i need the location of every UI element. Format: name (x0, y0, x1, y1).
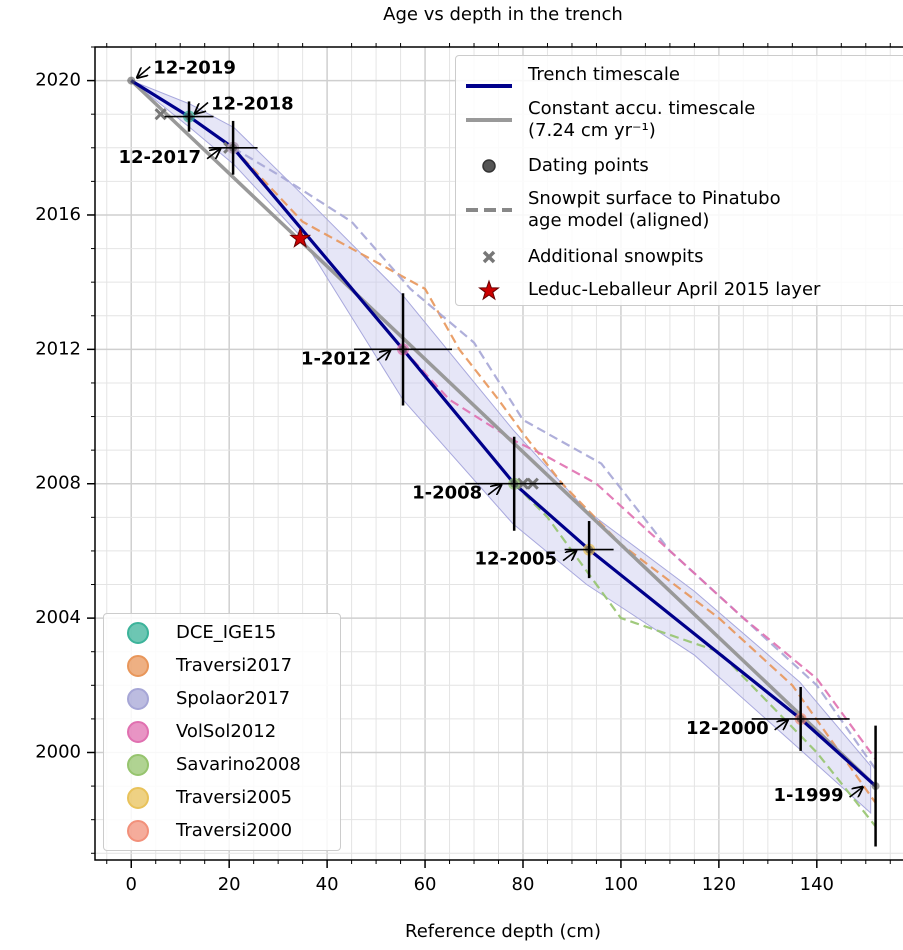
annotation-arrow (487, 485, 501, 496)
axes-frame (94, 46, 903, 861)
swatch (127, 655, 149, 677)
date-label: 12-2000 (686, 718, 769, 739)
line (130, 79, 877, 788)
swatch (127, 688, 149, 710)
legend-label: DCE_IGE15 (176, 622, 277, 643)
legend-swatch (478, 279, 500, 301)
date-label: 12-2019 (153, 58, 236, 79)
legend-label: Traversi2005 (176, 787, 293, 808)
x-tick-label: 20 (218, 874, 241, 895)
legend-swatch (127, 655, 149, 677)
legend-swatch (482, 159, 496, 173)
uncertainty-band (130, 80, 872, 815)
swatch (127, 754, 149, 776)
legend-label: Snowpit surface to Pinatubo age model (a… (528, 188, 781, 231)
date-label: 12-2005 (474, 549, 557, 570)
dating-point (127, 76, 136, 85)
date-label: 12-2018 (211, 94, 294, 115)
legend-label: Constant accu. timescale (7.24 cm yr⁻¹) (528, 98, 756, 141)
swatch (127, 721, 149, 743)
x-tick-label: 140 (800, 874, 834, 895)
y-tick-label: 2016 (35, 204, 81, 225)
date-label: 1-2012 (301, 348, 371, 369)
x-tick-label: 100 (604, 874, 638, 895)
legend-label: Savarino2008 (176, 754, 301, 775)
legend-swatch (482, 250, 496, 264)
annotation-arrow (774, 720, 788, 731)
date-label: 12-2017 (118, 147, 201, 168)
legend-swatch (127, 688, 149, 710)
annotation-arrow (562, 551, 576, 562)
legend-swatch (466, 208, 512, 212)
legend-swatch (127, 787, 149, 809)
legend-label: Trench timescale (528, 64, 680, 85)
swatch (127, 820, 149, 842)
date-label: 1-1999 (773, 785, 843, 806)
x-tick-label: 120 (702, 874, 736, 895)
y-tick-label: 2008 (35, 473, 81, 494)
annotation-arrow (206, 149, 220, 160)
legend-swatch (127, 820, 149, 842)
swatch (478, 279, 500, 301)
y-tick-label: 2000 (35, 741, 81, 762)
swatch (127, 787, 149, 809)
legend-swatch (127, 754, 149, 776)
legend: DCE_IGE15 Traversi2017 Spolaor2017 VolSol20… (103, 613, 341, 851)
legend-swatch (466, 118, 512, 122)
legend-label: Leduc-Leballeur April 2015 layer (528, 279, 821, 300)
axes: 0 20 40 60 80 100 120 140 2000 2004 2008 2012 2016 20… (35, 43, 903, 895)
legend-label: Traversi2000 (176, 820, 293, 841)
date-label: 1-2008 (412, 483, 482, 504)
line (129, 79, 877, 788)
legend-label: VolSol2012 (176, 721, 277, 742)
x-tick-label: 80 (512, 874, 535, 895)
additional-snowpit (154, 108, 167, 121)
legend-swatch (127, 622, 149, 644)
legend-label: Additional snowpits (528, 246, 704, 267)
legend-swatch (466, 84, 512, 88)
x-tick-label: 0 (126, 874, 137, 895)
annotation-arrow (195, 101, 209, 114)
y-tick-label: 2012 (35, 338, 81, 359)
legend-label: Traversi2017 (176, 655, 293, 676)
chart-title: Age vs depth in the trench (383, 4, 623, 25)
legend-label: Spolaor2017 (176, 688, 291, 709)
x-tick-label: 40 (316, 874, 339, 895)
swatch (127, 622, 149, 644)
x-tick-label: 60 (414, 874, 437, 895)
legend-swatch (127, 721, 149, 743)
legend: Trench timescale Constant accu. timescale… (455, 55, 903, 306)
annotation-arrow (849, 787, 863, 798)
swatch (482, 159, 496, 173)
plot-area (127, 76, 880, 828)
y-tick-label: 2004 (35, 607, 81, 628)
x-axis-label: Reference depth (cm) (405, 921, 601, 942)
annotation-arrow (376, 350, 390, 361)
y-tick-label: 2020 (35, 70, 81, 91)
legend-label: Dating points (528, 155, 649, 176)
swatch (482, 250, 496, 264)
star-marker (289, 226, 312, 248)
annotation-arrow (137, 65, 151, 78)
line (232, 147, 877, 804)
